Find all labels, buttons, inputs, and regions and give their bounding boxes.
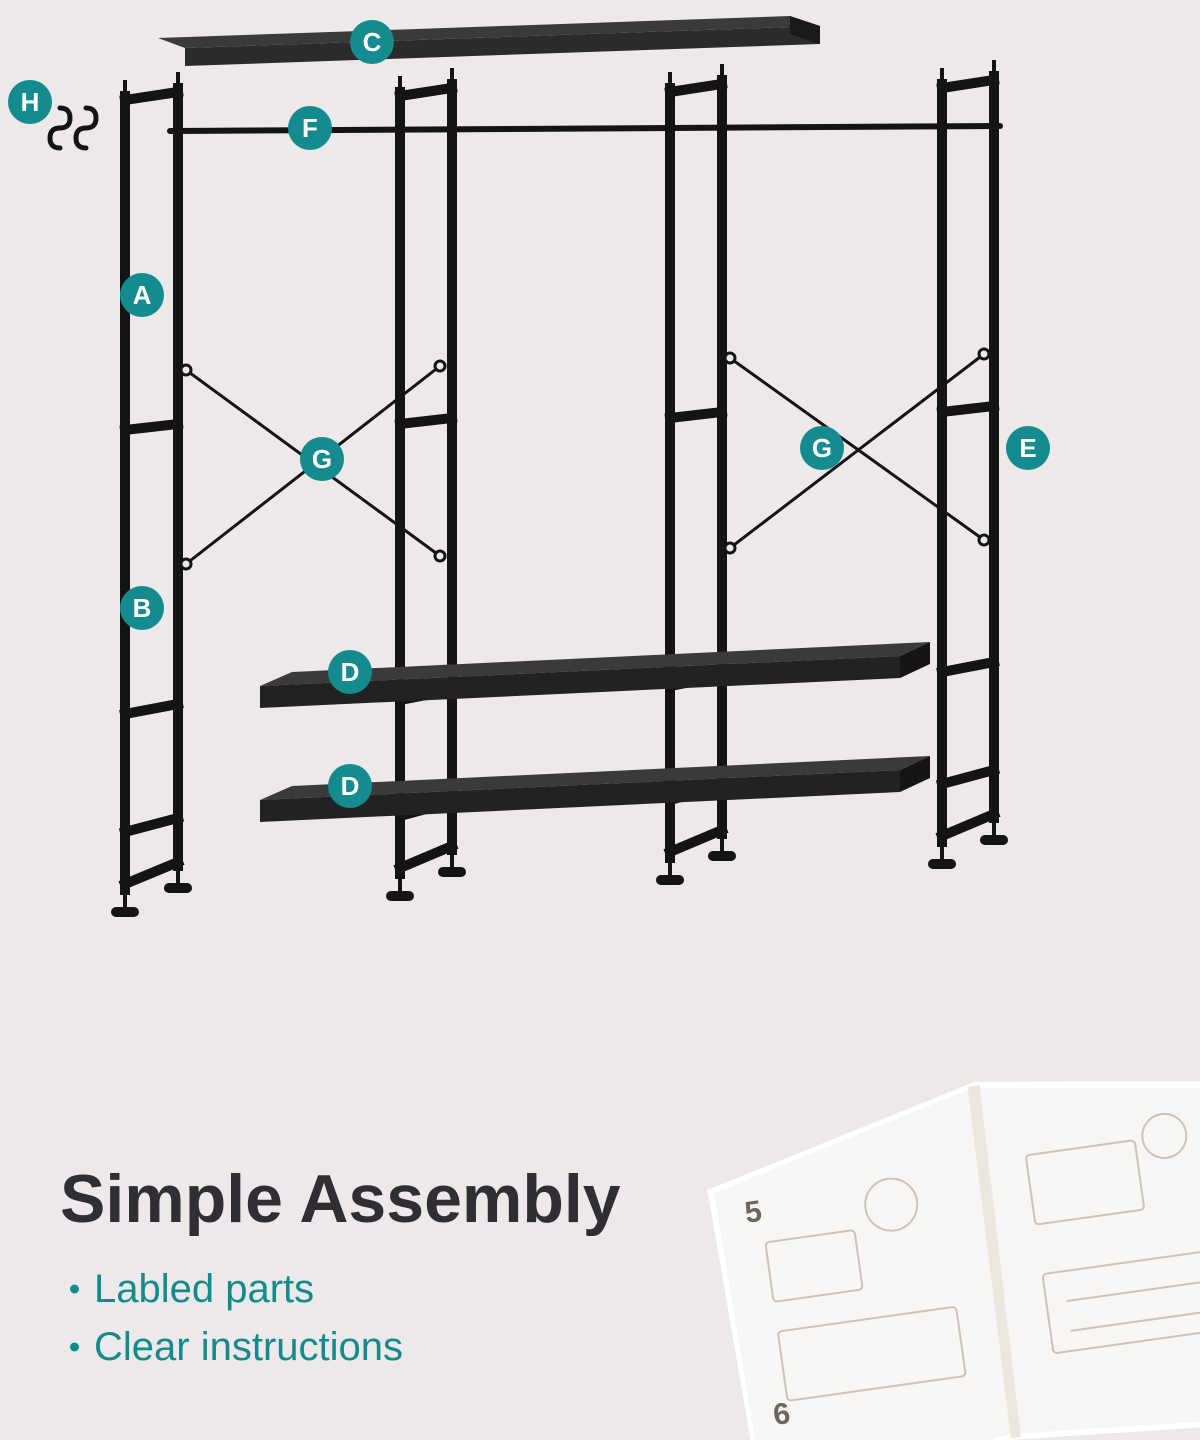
exploded-diagram [0,0,1200,1000]
frame-2 [400,84,452,874]
part-top-shelf [158,16,820,66]
bullet-item: Clear instructions [64,1318,403,1376]
heading-simple-assembly: Simple Assembly [60,1160,621,1238]
label-badge-d: D [328,764,372,808]
frame-3 [670,80,722,858]
label-badge-f: F [288,106,332,150]
label-badge-d: D [328,650,372,694]
label-badge-g: G [300,437,344,481]
label-badge-g: G [800,426,844,470]
label-badge-b: B [120,586,164,630]
infographic-canvas: 5 6 7 8 SONGMICS A B C D D E F G G H Simple Assem… [0,0,1200,1440]
bullet-list: Labled parts Clear instructions [64,1260,403,1376]
label-badge-h: H [8,80,52,124]
label-badge-c: C [350,20,394,64]
frame-4 [942,76,994,842]
label-badge-a: A [120,273,164,317]
part-s-hooks [50,108,96,148]
label-badge-e: E [1006,426,1050,470]
instruction-booklet: 5 6 7 8 SONGMICS [700,1040,1200,1440]
frame-1 [125,88,178,890]
bullet-item: Labled parts [64,1260,403,1318]
